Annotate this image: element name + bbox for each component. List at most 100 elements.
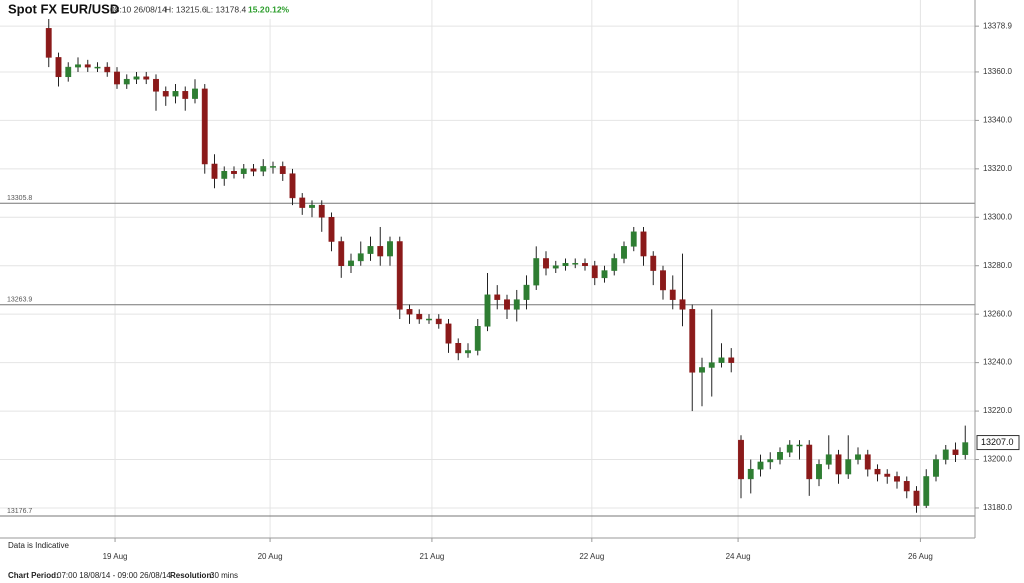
change-percent: 0.12% xyxy=(265,4,290,14)
candle-body xyxy=(348,260,354,266)
last-price-label: 13207.0 xyxy=(981,437,1014,447)
candle-body xyxy=(504,299,510,310)
candle-body xyxy=(962,442,969,455)
y-tick-label: 13240.0 xyxy=(983,358,1012,367)
y-tick-label: 13300.0 xyxy=(983,212,1012,221)
candle-body xyxy=(465,350,471,354)
candle-body xyxy=(543,258,549,269)
candle-body xyxy=(582,263,588,266)
reference-label: 13263.9 xyxy=(7,297,32,304)
candle-body xyxy=(143,76,150,80)
candle-body xyxy=(630,231,637,247)
candle-body xyxy=(201,88,208,165)
candle-body xyxy=(718,357,725,363)
y-tick-label: 13200.0 xyxy=(983,455,1012,464)
resolution-label: Resolution: xyxy=(170,571,214,580)
candle-body xyxy=(75,64,81,68)
x-tick-label: 19 Aug xyxy=(103,552,128,561)
candle-body xyxy=(192,88,198,99)
candle-body xyxy=(299,197,306,208)
candle-body xyxy=(699,367,705,373)
candle-body xyxy=(738,439,744,480)
candle-body xyxy=(445,323,452,344)
candle-body xyxy=(611,258,618,271)
candle-body xyxy=(153,78,159,92)
y-tick-label: 13320.0 xyxy=(983,164,1012,173)
candle-body xyxy=(816,464,822,480)
candle-body xyxy=(279,166,286,174)
candle-body xyxy=(357,253,364,262)
candle-body xyxy=(416,313,423,320)
high-text: H: 13215.6 xyxy=(165,4,207,14)
candle-body xyxy=(211,163,218,179)
candle-body xyxy=(747,468,754,480)
candle-body xyxy=(435,318,442,325)
candle-body xyxy=(825,454,832,465)
candle-body xyxy=(562,263,569,266)
candle-body xyxy=(855,454,861,460)
candle-body xyxy=(84,64,91,68)
candle-body xyxy=(903,481,910,492)
x-tick-label: 20 Aug xyxy=(258,552,283,561)
candle-body xyxy=(777,451,783,460)
candle-body xyxy=(669,289,676,300)
candle-body xyxy=(913,490,920,506)
change: 15.2 xyxy=(248,4,265,14)
reference-label: 13176.7 xyxy=(7,508,32,515)
candle-body xyxy=(328,217,335,242)
candle-body xyxy=(406,309,413,315)
candle-body xyxy=(94,66,101,69)
candle-body xyxy=(601,270,608,279)
header-bg xyxy=(0,0,300,19)
candle-body xyxy=(338,241,345,266)
candle-body xyxy=(796,444,803,447)
period: 07:00 18/08/14 - 09:00 26/08/14 xyxy=(57,571,171,580)
candle-body xyxy=(660,270,666,291)
low-text: L: 13178.4 xyxy=(206,4,246,14)
candle-body xyxy=(123,78,130,85)
candle-body xyxy=(114,71,120,85)
candle-body xyxy=(874,468,881,475)
timestamp: 08:10 26/08/14 xyxy=(110,4,167,14)
candle-body xyxy=(260,166,267,172)
x-tick-label: 22 Aug xyxy=(579,552,604,561)
y-tick-label: 13340.0 xyxy=(983,115,1012,124)
candle-body xyxy=(494,294,501,300)
candle-body xyxy=(474,326,481,351)
candle-body xyxy=(513,299,520,310)
candle-body xyxy=(162,91,169,97)
candle-body xyxy=(942,449,949,460)
candle-body xyxy=(552,265,559,269)
candle-body xyxy=(708,362,715,368)
candle-body xyxy=(396,241,403,310)
plot-area: 13305.8 13263.9 13176.7 xyxy=(0,0,975,538)
candle-body xyxy=(806,444,813,480)
candle-body xyxy=(182,91,189,99)
candle-body xyxy=(533,258,540,286)
reference-label: 13305.8 xyxy=(7,195,32,202)
candle-body xyxy=(240,168,247,174)
candle-body xyxy=(377,246,384,257)
y-tick-label: 13260.0 xyxy=(983,309,1012,318)
candle-body xyxy=(572,263,579,265)
candle-body xyxy=(864,454,871,470)
candle-body xyxy=(309,204,315,208)
candle-body xyxy=(933,459,939,477)
period-label: Chart Period: xyxy=(8,571,59,580)
candle-body xyxy=(679,299,686,310)
candle-body xyxy=(45,28,52,58)
chart-title: Spot FX EUR/USD xyxy=(8,1,119,16)
candle-body xyxy=(650,255,657,271)
y-tick-label: 13280.0 xyxy=(983,261,1012,270)
candle-body xyxy=(55,57,62,78)
candle-body xyxy=(894,476,900,482)
y-tick-label: 13360.0 xyxy=(983,67,1012,76)
candle-body xyxy=(367,246,374,254)
candle-body xyxy=(455,342,462,354)
x-tick-label: 26 Aug xyxy=(908,552,933,561)
candle-body xyxy=(757,461,764,470)
candle-body xyxy=(523,284,530,300)
candle-body xyxy=(387,241,393,257)
candle-body xyxy=(835,454,842,475)
